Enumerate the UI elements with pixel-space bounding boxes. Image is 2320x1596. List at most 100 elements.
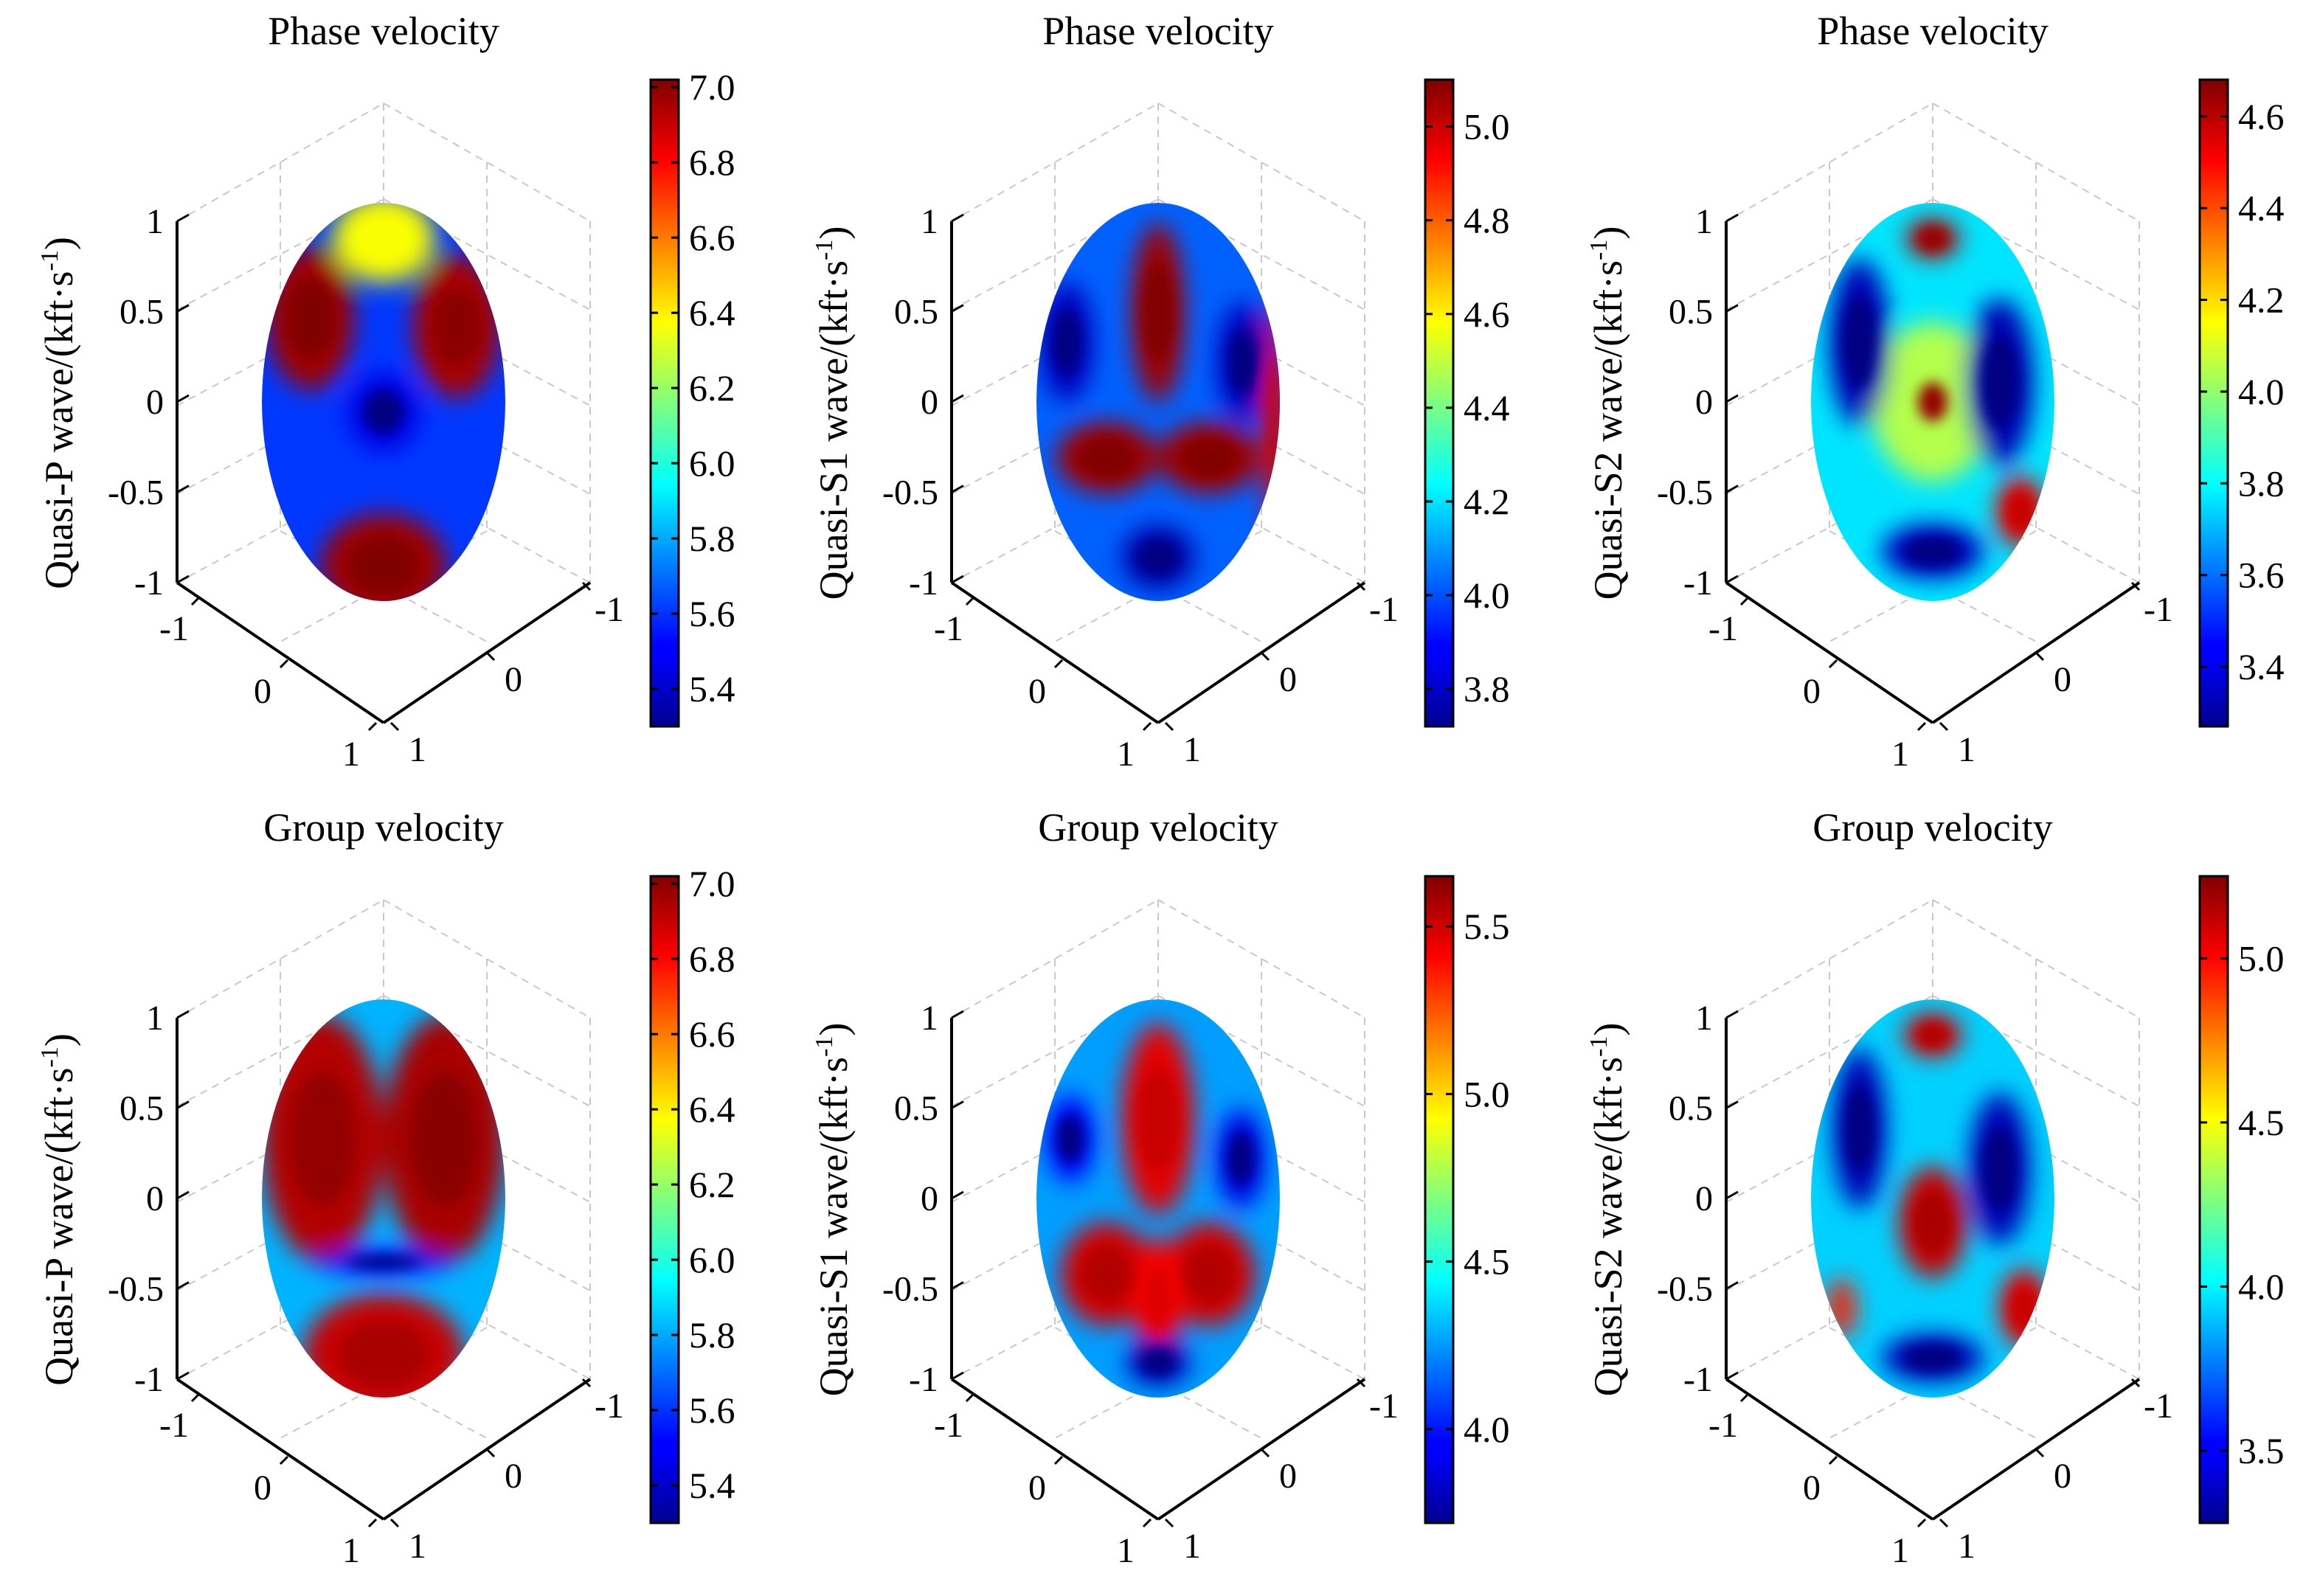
y-tick-label: -1 (2144, 1387, 2173, 1426)
z-tick-label: 0.5 (1669, 1089, 1713, 1128)
colorbar-tick-label: 6.6 (689, 217, 735, 258)
y-tick-label: 0 (2054, 1457, 2071, 1496)
z-tick-label: 1 (146, 202, 164, 241)
colorbar-tick-label: 6.4 (689, 1089, 735, 1130)
surface-core (1228, 329, 1258, 395)
z-tick (951, 1371, 964, 1381)
colorbar-tick-label: 3.4 (2238, 646, 2285, 687)
surface-core (1057, 1114, 1084, 1163)
z-tick (1725, 1010, 1739, 1019)
colorbar-tick-label: 5.0 (1464, 1073, 1510, 1114)
y-tick-label: 1 (409, 730, 426, 769)
colorbar-tick-label: 4.6 (2238, 96, 2285, 137)
y-tick (1939, 1518, 1949, 1528)
surface-core (1845, 1085, 1874, 1173)
colorbar-tick-label: 5.8 (689, 518, 735, 559)
z-tick (951, 1010, 964, 1019)
x-tick (1739, 596, 1750, 606)
z-tick-label: 0.5 (894, 293, 938, 332)
colorbar-tick-label: 5.4 (689, 668, 735, 709)
colorbar-tick-label: 4.4 (2238, 187, 2285, 229)
colorbar (2198, 78, 2229, 728)
colorbar (649, 875, 680, 1524)
y-tick (1164, 1518, 1174, 1528)
x-tick-label: -1 (1708, 609, 1738, 648)
x-tick-label: 1 (342, 1531, 360, 1570)
x-axis (1725, 1378, 1934, 1521)
z-tick (176, 304, 190, 313)
x-tick (1142, 1518, 1152, 1528)
x-tick-label: 0 (254, 1468, 271, 1507)
surface-core (411, 1070, 478, 1207)
x-tick-label: -1 (1708, 1406, 1738, 1445)
axis-ylabel: Quasi-S1 wave/(kft·s-1) (811, 1023, 856, 1397)
colorbar-tick-label: 5.0 (1464, 106, 1510, 148)
x-tick (1916, 721, 1927, 732)
y-tick-label: -1 (595, 1387, 624, 1426)
x-tick (190, 1392, 201, 1403)
z-tick (1725, 394, 1739, 403)
colorbar-tick-label: 5.4 (689, 1465, 735, 1506)
colorbar-tick-label: 6.0 (689, 443, 735, 484)
z-tick (176, 394, 190, 403)
colorbar-tick-label: 7.0 (689, 66, 735, 108)
z-tick-label: -1 (1683, 563, 1713, 603)
z-tick-label: -0.5 (108, 473, 164, 513)
surface-core (1981, 336, 2019, 429)
x-tick (279, 1455, 289, 1465)
y-tick-label: -1 (595, 590, 624, 629)
surface-core (1144, 1265, 1172, 1331)
y-tick (1260, 651, 1270, 662)
surface-core (1227, 1131, 1255, 1187)
colorbar-tick-label: 4.2 (2238, 280, 2285, 321)
y-tick (1356, 581, 1366, 591)
surface-core (1140, 1348, 1176, 1375)
z-tick (951, 304, 964, 313)
z-tick-label: -0.5 (882, 1270, 938, 1309)
y-tick (2130, 1378, 2141, 1388)
y-tick-label: 1 (409, 1527, 426, 1566)
chart-title: Phase velocity (1042, 9, 1273, 53)
y-tick (581, 1378, 592, 1388)
z-tick-label: 0 (1695, 383, 1713, 422)
surface-core (1081, 1245, 1133, 1303)
surface-cores (1843, 227, 2034, 567)
surface-core (1914, 1191, 1952, 1253)
surface-cores (1845, 1023, 2037, 1371)
colorbar-tick-label: 4.0 (1464, 1409, 1510, 1450)
x-tick-label: -1 (159, 609, 189, 648)
chart-panel: 1 0.5 0 -0.5 -1 -1 0 1 -1 0 1 Phase velocity Quasi-S… (811, 9, 1510, 774)
colorbar-tick-label: 4.0 (2238, 1266, 2285, 1307)
x-tick-label: -1 (159, 1406, 189, 1445)
colorbar-tick-label: 3.6 (2238, 555, 2285, 596)
x-tick-label: 0 (1803, 1468, 1821, 1507)
axis-ylabel: Quasi-S2 wave/(kft·s-1) (1585, 1023, 1630, 1397)
colorbar-tick-label: 4.5 (2238, 1102, 2285, 1143)
x-axis (950, 581, 1160, 724)
surface-cores (289, 1070, 478, 1387)
x-tick-label: 0 (1803, 672, 1821, 711)
surface-core (339, 1321, 428, 1387)
x-tick (965, 1392, 975, 1403)
chart-panel: 1 0.5 0 -0.5 -1 -1 0 1 -1 0 1 Phase velocity Quasi-S… (1585, 9, 2285, 774)
z-tick-label: 0 (146, 383, 164, 422)
z-tick-label: -1 (909, 1360, 938, 1399)
surface-core (1918, 227, 1947, 250)
z-tick-label: 1 (921, 999, 938, 1038)
x-tick (965, 596, 975, 606)
x-tick-label: 0 (254, 672, 271, 711)
y-tick (1356, 1378, 1366, 1388)
surface-core (1904, 1345, 1961, 1371)
x-tick-label: 1 (1891, 735, 1909, 774)
chart-title: Group velocity (263, 805, 503, 850)
z-tick-label: -0.5 (882, 473, 938, 513)
y-tick (1260, 1448, 1270, 1458)
x-tick-label: 1 (1117, 735, 1135, 774)
velocity-surface (1036, 999, 1280, 1398)
z-tick (176, 1371, 190, 1381)
surface-core (1268, 355, 1280, 488)
y-tick-label: -1 (1369, 1387, 1399, 1426)
z-tick-label: -0.5 (108, 1270, 164, 1309)
z-tick (951, 1190, 964, 1200)
z-tick (1725, 1100, 1739, 1109)
